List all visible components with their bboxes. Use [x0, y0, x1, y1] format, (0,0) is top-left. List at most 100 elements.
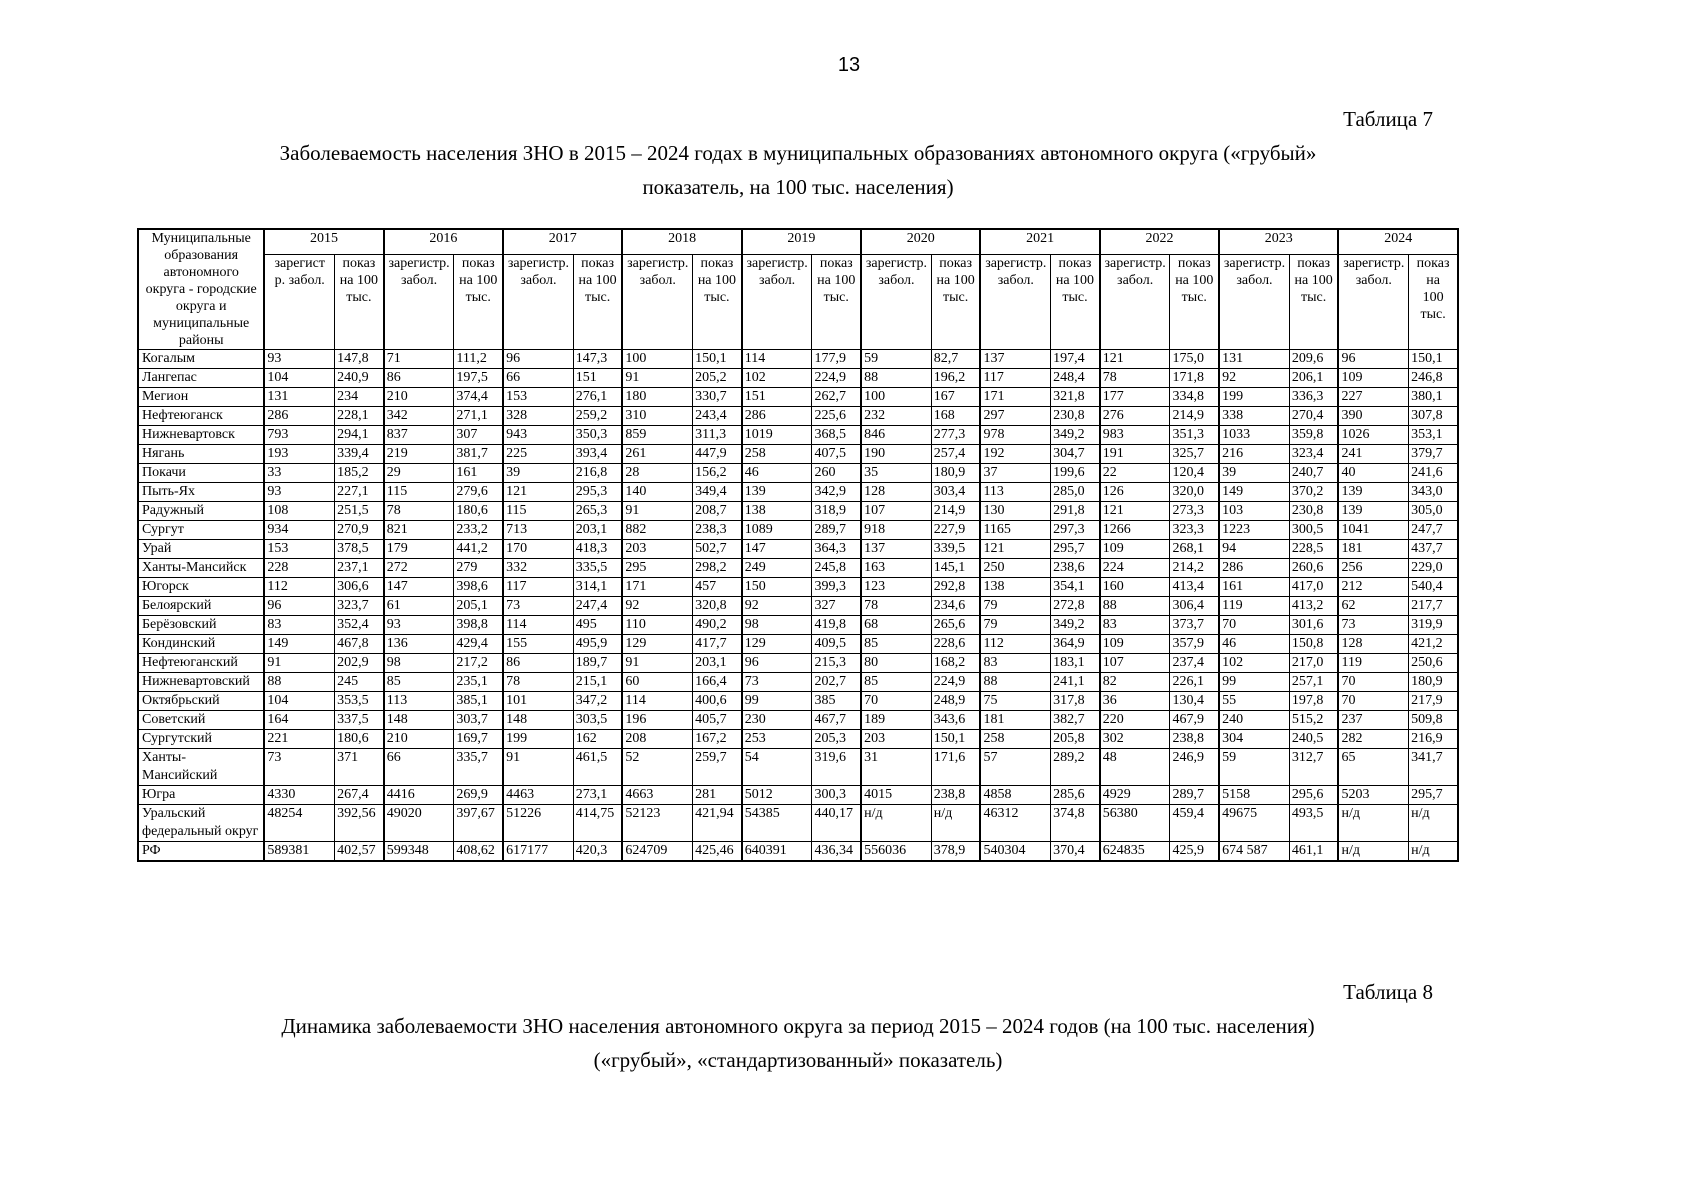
- cell-registered: 918: [860, 520, 932, 540]
- cell-registered: 181: [979, 710, 1052, 730]
- cell-registered: 78: [382, 501, 455, 521]
- cell-rate: 281: [692, 785, 743, 805]
- cell-registered: 88: [263, 672, 336, 692]
- cell-registered: 5203: [1337, 785, 1410, 805]
- rate-per-100k-header: показ на 100 тыс.: [572, 253, 623, 351]
- cell-registered: 150: [740, 577, 813, 597]
- cell-rate: 259,7: [692, 748, 743, 786]
- cell-registered: 199: [1218, 387, 1290, 407]
- cell-rate: 319,9: [1408, 615, 1459, 635]
- cell-registered: 189: [860, 710, 932, 730]
- cell-registered: 96: [263, 596, 336, 616]
- year-row: Муниципальные образования автономного ок…: [137, 228, 1459, 350]
- cell-registered: 624709: [621, 841, 694, 862]
- cell-registered: 221: [263, 729, 336, 749]
- cell-registered: 599348: [382, 841, 455, 862]
- cell-registered: 128: [1337, 634, 1410, 654]
- cell-registered: 276: [1098, 406, 1171, 426]
- cell-rate: 197,5: [453, 368, 504, 388]
- table-row: Югра 4330 267,4 4416 269,9 4463 273,1 4663 281 50…: [137, 785, 1459, 805]
- cell-rate: 291,8: [1050, 501, 1101, 521]
- cell-rate: 270,4: [1288, 406, 1339, 426]
- cell-registered: 108: [263, 501, 336, 521]
- cell-rate: 272,8: [1050, 596, 1101, 616]
- cell-registered: 121: [1098, 349, 1171, 369]
- cell-rate: 279: [453, 558, 504, 578]
- cell-registered: 59: [860, 349, 932, 369]
- cell-registered: 104: [263, 368, 336, 388]
- row-name: Нефтеюганский: [137, 653, 265, 673]
- cell-registered: 208: [621, 729, 694, 749]
- cell-rate: 413,2: [1288, 596, 1339, 616]
- cell-rate: 248,9: [930, 691, 981, 711]
- cell-registered: 286: [263, 406, 336, 426]
- cell-registered: 66: [382, 748, 455, 786]
- cell-registered: 55: [1218, 691, 1290, 711]
- row-name: Мегион: [137, 387, 265, 407]
- cell-rate: 277,3: [930, 425, 981, 445]
- cell-registered: 96: [1337, 349, 1410, 369]
- cell-rate: н/д: [930, 804, 981, 842]
- cell-registered: 212: [1337, 577, 1410, 597]
- cell-registered: 934: [263, 520, 336, 540]
- cell-registered: 181: [1337, 539, 1410, 559]
- cell-rate: 343,0: [1408, 482, 1459, 502]
- row-name: Кондинский: [137, 634, 265, 654]
- cell-rate: 420,3: [572, 841, 623, 862]
- cell-rate: 459,4: [1169, 804, 1220, 842]
- cell-rate: 206,1: [1288, 368, 1339, 388]
- cell-registered: 102: [740, 368, 813, 388]
- cell-rate: 273,1: [572, 785, 623, 805]
- cell-rate: 199,6: [1050, 463, 1101, 483]
- cell-registered: 253: [740, 729, 813, 749]
- cell-rate: 267,4: [334, 785, 385, 805]
- cell-registered: 112: [979, 634, 1052, 654]
- cell-rate: 298,2: [692, 558, 743, 578]
- cell-registered: 139: [1337, 501, 1410, 521]
- cell-rate: 246,9: [1169, 748, 1220, 786]
- cell-rate: 407,5: [811, 444, 862, 464]
- cell-registered: 80: [860, 653, 932, 673]
- cell-registered: 983: [1098, 425, 1171, 445]
- rate-per-100k-header: показ на 100 тыс.: [811, 253, 862, 351]
- cell-rate: 205,2: [692, 368, 743, 388]
- table-row: Ханты- Мансийский 73 371 66 335,7 91 461,5 52 25…: [137, 748, 1459, 786]
- cell-registered: 139: [1337, 482, 1410, 502]
- cell-registered: 153: [263, 539, 336, 559]
- cell-registered: 225: [502, 444, 574, 464]
- cell-rate: 306,4: [1169, 596, 1220, 616]
- table7-title-line2: показатель, на 100 тыс. населения): [642, 175, 954, 199]
- cell-registered: 31: [860, 748, 932, 786]
- cell-rate: 238,8: [1169, 729, 1220, 749]
- cell-registered: 92: [621, 596, 694, 616]
- cell-registered: 62: [1337, 596, 1410, 616]
- cell-registered: 103: [1218, 501, 1290, 521]
- cell-rate: 177,9: [811, 349, 862, 369]
- cell-registered: 272: [382, 558, 455, 578]
- cell-registered: 846: [860, 425, 932, 445]
- cell-registered: 137: [979, 349, 1052, 369]
- cell-registered: 117: [979, 368, 1052, 388]
- cell-rate: 215,1: [572, 672, 623, 692]
- cell-rate: 120,4: [1169, 463, 1220, 483]
- row-name: Нягань: [137, 444, 265, 464]
- cell-rate: 364,3: [811, 539, 862, 559]
- table-row: Сургут 934 270,9 821 233,2 713 203,1 882 238,3 10…: [137, 520, 1459, 540]
- year-header: 2018: [621, 228, 743, 255]
- row-name: Уральский федеральный округ: [137, 804, 265, 842]
- cell-rate: 421,2: [1408, 634, 1459, 654]
- cell-registered: 4929: [1098, 785, 1171, 805]
- row-name: Пыть-Ях: [137, 482, 265, 502]
- cell-registered: 302: [1098, 729, 1171, 749]
- cell-rate: 307: [453, 425, 504, 445]
- rate-per-100k-header: показ на 100 тыс.: [453, 253, 504, 351]
- table-row: Сургутский 221 180,6 210 169,7 199 162 208 167,2…: [137, 729, 1459, 749]
- registered-cases-header: зарегистр. забол.: [621, 253, 694, 351]
- cell-registered: 943: [502, 425, 574, 445]
- cell-registered: 46312: [979, 804, 1052, 842]
- rate-per-100k-header: показ на 100 тыс.: [1288, 253, 1339, 351]
- cell-rate: 224,9: [811, 368, 862, 388]
- cell-registered: 193: [263, 444, 336, 464]
- cell-registered: 52123: [621, 804, 694, 842]
- cell-registered: 65: [1337, 748, 1410, 786]
